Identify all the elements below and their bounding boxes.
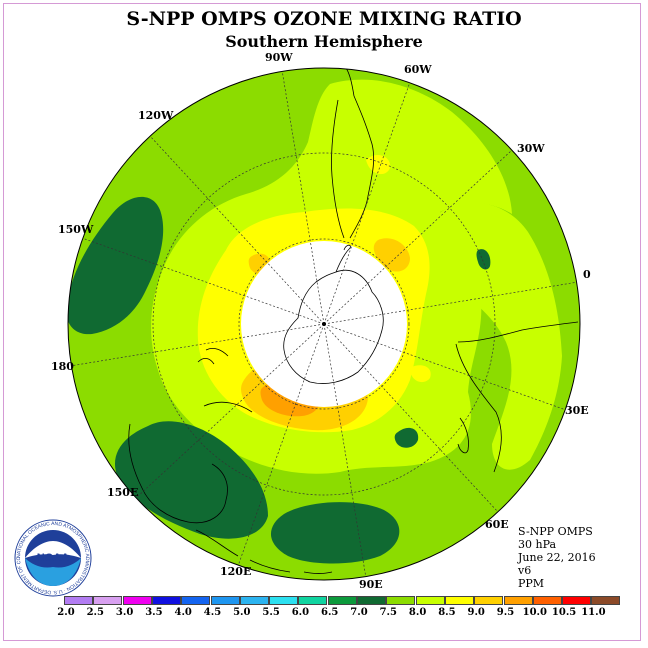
colorbar-label: 9.5	[496, 607, 515, 618]
info-date: June 22, 2016	[518, 551, 596, 564]
lon-label-120E: 120E	[220, 565, 252, 578]
lon-label-60W: 60W	[404, 63, 432, 76]
field-7.0-indian	[270, 502, 400, 564]
lon-label-0: 0	[583, 268, 591, 281]
colorbar-swatch	[64, 596, 93, 605]
colorbar-label: 7.0	[350, 607, 368, 618]
madagascar-coast	[457, 417, 469, 454]
colorbar-label: 4.5	[203, 607, 222, 618]
info-version: v6	[518, 564, 532, 577]
info-units: PPM	[518, 577, 545, 590]
map-title: S-NPP OMPS OZONE MIXING RATIO	[126, 8, 522, 30]
graticule	[69, 69, 579, 579]
lon-label-150E: 150E	[107, 486, 139, 499]
colorbar-swatch	[562, 596, 592, 605]
field-7.0-patch-b	[394, 427, 419, 448]
colorbar-swatch	[591, 596, 621, 605]
colorbar-swatch	[122, 596, 152, 605]
lon-label-150W: 150W	[58, 223, 94, 236]
colorbar-label: 10.5	[551, 607, 577, 618]
colorbar-swatch	[532, 596, 562, 605]
field-8.5-patch2	[410, 365, 431, 383]
lon-label-30E: 30E	[565, 404, 589, 417]
colorbar-swatch	[444, 596, 474, 605]
colorbar-label: 7.5	[379, 607, 397, 618]
antarctic-peninsula	[335, 244, 351, 273]
colorbar-label: 9.0	[467, 607, 485, 618]
colorbar-swatch	[415, 596, 445, 605]
colorbar-swatch	[298, 596, 328, 605]
field-7.0-pacific-south	[114, 421, 268, 539]
colorbar-swatch	[239, 596, 269, 605]
colorbar-swatch	[327, 596, 357, 605]
colorbar-swatch	[357, 596, 386, 605]
coastlines	[128, 68, 579, 574]
colorbar-label: 2.5	[86, 607, 104, 618]
info-satellite: S-NPP OMPS	[518, 525, 593, 538]
lon-label-120W: 120W	[138, 109, 174, 122]
colorbar-label: 8.0	[408, 607, 427, 618]
indonesia-coast	[195, 529, 333, 574]
colorbar-label: 5.5	[262, 607, 280, 618]
lon-label-30W: 30W	[517, 142, 545, 155]
colorbar-label: 5.0	[233, 607, 251, 618]
info-pressure: 30 hPa	[518, 538, 557, 551]
new-zealand-coast	[197, 348, 229, 365]
australia-coast	[128, 401, 253, 524]
lat-circle-60S	[238, 238, 410, 410]
colorbar-label: 3.5	[145, 607, 163, 618]
colorbar-swatch	[386, 596, 416, 605]
colorbar-label: 3.0	[115, 607, 134, 618]
colorbar-swatch	[181, 596, 211, 605]
colorbar-swatch	[210, 596, 240, 605]
map-subtitle: Southern Hemisphere	[225, 32, 423, 51]
south-pole-marker	[322, 322, 326, 326]
lon-label-90E: 90E	[359, 578, 383, 591]
colorbar-label: 6.5	[320, 607, 339, 618]
colorbar-label: 4.0	[174, 607, 192, 618]
colorbar-swatch	[151, 596, 181, 605]
field-7.0-pacific-west	[68, 196, 164, 335]
africa-coast	[455, 321, 579, 473]
logo-text: NOAA	[37, 552, 69, 564]
lon-label-60E: 60E	[485, 518, 509, 531]
colorbar-label: 11.0	[581, 607, 606, 618]
field-7.0-patch-a	[476, 249, 491, 270]
south-america-coast	[331, 68, 375, 239]
colorbar-label: 10.0	[522, 607, 547, 618]
field-8.0-southatlantic	[430, 202, 562, 470]
field-9.0-patch	[373, 238, 410, 272]
lon-label-180: 180	[51, 360, 74, 373]
noaa-logo: NOAA NATIONAL OCEANIC AND ATMOSPHERIC AD…	[14, 519, 92, 597]
colorbar-swatch	[93, 596, 123, 605]
map-border	[67, 67, 581, 581]
figure-frame	[3, 3, 641, 641]
colorbar-swatch	[474, 596, 504, 605]
colorbar-label: 2.0	[57, 607, 75, 618]
colorbar-swatch	[269, 596, 299, 605]
colorbar-swatch	[503, 596, 533, 605]
lon-label-90W: 90W	[265, 51, 293, 64]
antarctica-coast	[283, 269, 384, 384]
colorbar-label: 8.5	[438, 607, 456, 618]
lat-circle-30S	[152, 152, 496, 496]
colorbar-label: 6.0	[291, 607, 310, 618]
info-block: S-NPP OMPS 30 hPa June 22, 2016 v6 PPM	[518, 525, 596, 590]
field-8.5-patch	[366, 154, 391, 175]
